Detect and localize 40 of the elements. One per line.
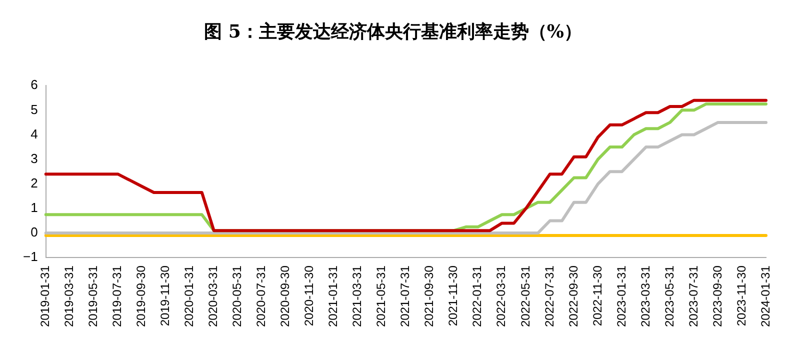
x-tick-label: 2021-01-31	[326, 265, 340, 328]
y-tick-label: 4	[30, 126, 38, 142]
x-tick-label: 2020-09-30	[278, 265, 292, 328]
x-tick-label: 2022-11-30	[590, 265, 604, 326]
y-tick-label: 3	[30, 150, 38, 166]
y-tick-label: 6	[30, 77, 38, 92]
x-tick-label: 2019-01-31	[38, 265, 52, 328]
x-tick-label: 2020-11-30	[302, 265, 316, 326]
x-tick-label: 2023-05-31	[662, 265, 676, 328]
x-tick-label: 2023-03-31	[638, 265, 652, 328]
y-tick-label: 5	[30, 102, 38, 117]
x-tick-label: 2021-03-31	[350, 265, 364, 328]
x-tick-label: 2024-01-31	[758, 265, 772, 328]
x-tick-label: 2020-07-31	[254, 265, 268, 328]
x-tick-label: 2022-03-31	[494, 265, 508, 328]
x-tick-label: 2021-11-30	[446, 265, 460, 326]
x-tick-label: 2022-05-31	[518, 265, 532, 328]
x-tick-label: 2020-01-31	[182, 265, 196, 328]
x-tick-label: 2023-01-31	[614, 265, 628, 328]
x-tick-label: 2019-11-30	[158, 265, 172, 326]
x-tick-label: 2021-05-31	[374, 265, 388, 328]
y-tick-label: 0	[30, 224, 38, 240]
y-tick-label: 1	[30, 200, 38, 216]
x-tick-label: 2021-09-30	[422, 265, 436, 328]
x-tick-label: 2021-07-31	[398, 265, 412, 328]
x-tick-label: 2023-11-30	[734, 265, 748, 326]
x-tick-label: 2022-07-31	[542, 265, 556, 328]
x-tick-label: 2022-09-30	[566, 265, 580, 328]
x-tick-label: 2020-03-31	[206, 265, 220, 328]
y-tick-label: 2	[30, 175, 38, 190]
x-tick-label: 2020-05-31	[230, 265, 244, 328]
y-tick-label: −1	[22, 249, 38, 264]
x-tick-label: 2023-07-31	[686, 265, 700, 328]
chart-title: 图 5：主要发达经济体央行基准利率走势（%）	[204, 21, 582, 42]
x-tick-label: 2019-05-31	[86, 265, 100, 328]
x-tick-label: 2023-09-30	[710, 265, 724, 328]
x-tick-label: 2019-03-31	[62, 265, 76, 328]
x-tick-label: 2019-09-30	[134, 265, 148, 328]
x-tick-label: 2019-07-31	[110, 265, 124, 328]
x-tick-label: 2022-01-31	[470, 265, 484, 328]
